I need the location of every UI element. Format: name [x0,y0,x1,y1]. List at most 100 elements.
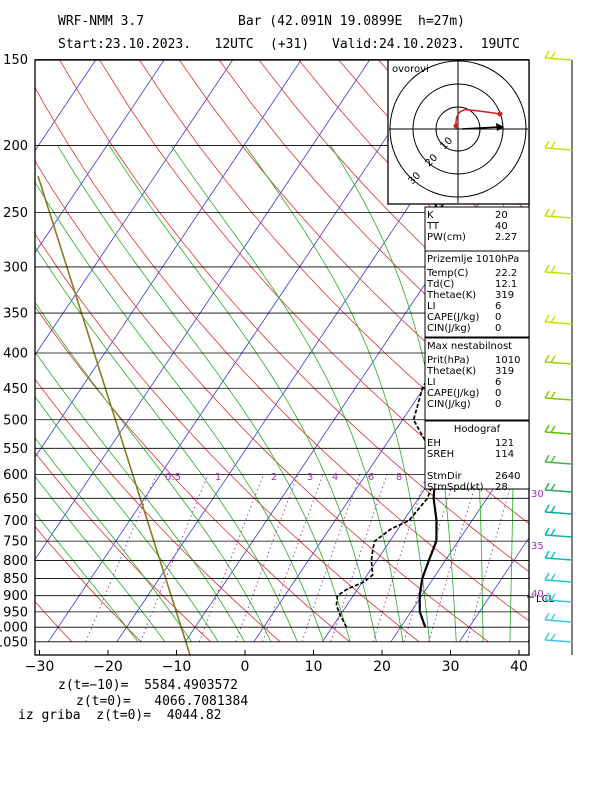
pressure-tick-label: 600 [3,468,28,483]
index-key: CIN(J/kg) [427,323,471,334]
moist-adiabat-line [109,145,377,642]
mixing-ratio-line [428,474,480,642]
mixing-ratio-line [403,474,457,642]
isotherm-line [527,639,529,643]
wind-barb-flag [544,354,550,363]
pressure-tick-label: 400 [3,347,28,362]
wind-barb-flag [550,425,556,433]
wind-barb [544,321,573,325]
wind-barb-flag [550,613,556,621]
wind-barb-flag [550,573,556,581]
wind-barb-flag [544,504,550,513]
index-panel [424,206,530,252]
hodograph-point [497,111,503,117]
isotherm-line [390,434,529,643]
isotherm-line [35,60,302,458]
mixing-ratio-label: 4 [332,472,338,483]
temperature-tick-label: 20 [373,659,391,675]
temperature-tick-label: 10 [305,659,323,675]
wind-barb-flag [550,51,556,59]
moist-adiabat-line [35,181,324,642]
wind-speed-label: 40 [531,589,544,600]
index-panel [424,420,530,490]
height-grib: iz griba z(t=0)= 4044.82 [18,708,222,723]
pressure-tick-label: 300 [3,260,28,275]
isotherm-line [35,60,371,561]
wind-barb [544,461,573,465]
index-key: CAPE(J/kg) [427,388,480,399]
pressure-tick-label: 200 [3,139,28,154]
index-key: TT [426,221,440,232]
wind-barb-flag [550,391,556,399]
wind-barb-flag [550,455,556,463]
moist-adiabat-line [35,351,245,642]
mixing-ratio-line [198,474,265,642]
pressure-tick-label: 500 [3,413,28,428]
index-value: 114 [495,449,514,460]
temperature-tick-label: −30 [25,659,55,675]
wind-barb-flag [544,572,550,581]
pressure-tick-label: 250 [3,206,28,221]
index-value: 2640 [495,471,520,482]
pressure-tick-label: 800 [3,554,28,569]
pressure-tick-label: 550 [3,442,28,457]
wind-barb-flag [550,355,556,363]
index-key: Temp(C) [426,268,469,279]
wind-barb-flag [544,612,550,621]
index-value: 121 [495,438,514,449]
wind-barb-flag [544,314,550,323]
wind-barb-flag [544,50,550,59]
index-key: PW(cm) [427,232,466,243]
pressure-tick-label: 750 [3,535,28,550]
lead-hours: (+31) [270,37,310,52]
mixing-ratio-label: 6 [368,472,374,483]
moist-adiabat-line [35,245,298,642]
index-value: 20 [495,210,508,221]
model-name: WRF-NMM 3.7 [58,14,145,29]
temperature-tick-label: 30 [442,659,460,675]
wind-barb-flag [544,264,550,273]
moist-adiabat-line [35,301,272,642]
wind-speed-label: 35 [531,541,544,552]
isotherm-line [35,60,234,356]
wind-barb-flag [544,140,550,149]
wind-barb [544,147,573,151]
wind-barb-flag [544,482,550,491]
wind-barb [544,599,573,603]
wind-barb [544,579,573,583]
wind-barb [544,431,573,435]
index-panel-title: Hodograf [454,424,501,435]
mixing-ratio-line [466,474,515,642]
index-value: 0 [495,399,501,410]
mixing-ratio-label: 2 [271,472,277,483]
dry-adiabat-line [139,60,529,478]
pressure-tick-label: 900 [3,589,28,604]
pressure-tick-label: 1000 [0,621,28,636]
index-panel-title: Max nestabilnost [427,341,512,352]
wind-barb-flag [544,208,550,217]
wind-barb [544,639,573,643]
index-key: CAPE(J/kg) [427,312,480,323]
valid-time: Valid:24.10.2023. 19UTC [332,37,520,52]
pressure-tick-label: 150 [3,53,28,68]
wind-barb-flag [544,390,550,399]
index-value: 22.2 [495,268,517,279]
mixing-ratio-label: 8 [396,472,402,483]
moist-adiabat-line [244,145,430,642]
mixing-ratio-line [372,474,428,642]
index-key: LI [427,301,436,312]
wind-barb-flag [550,265,556,273]
index-key: Prit(hPa) [427,355,470,366]
moist-adiabat-line [35,475,166,643]
wind-barb-flag [544,550,550,559]
index-value: 0 [495,312,501,323]
index-value: 0 [495,323,501,334]
wind-barb-flag [550,141,556,149]
wind-barb [544,511,573,515]
moist-adiabat-line [35,437,192,643]
wind-barb-flag [550,528,556,536]
index-key: Thetae(K) [426,366,476,377]
start-time: Start:23.10.2023. 12UTC [58,37,254,52]
hodograph-trace [455,109,501,127]
